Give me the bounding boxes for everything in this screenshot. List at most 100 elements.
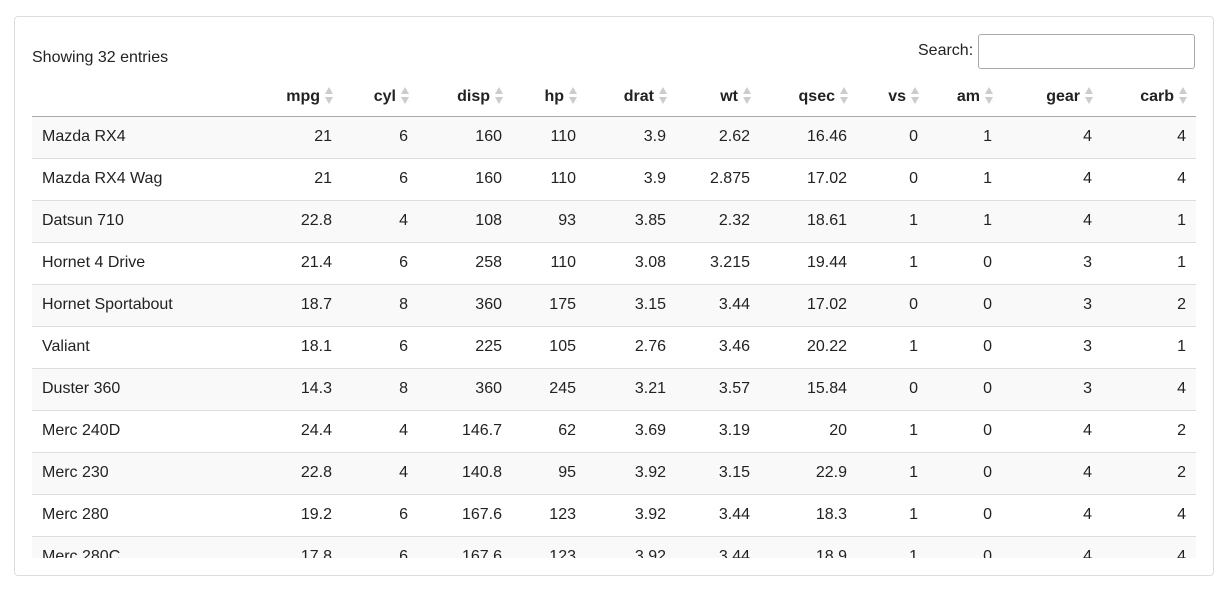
cell: 14.3 [242,367,342,410]
cell: 245 [512,367,586,410]
cell: 6 [342,241,418,284]
row-name: Merc 280C [32,535,242,558]
row-name: Merc 240D [32,409,242,452]
cell: 6 [342,493,418,536]
cell: 4 [1002,493,1102,536]
cell: 3.92 [586,535,676,558]
table-row: Merc 240D 24.4 4 146.7 62 3.69 3.19 20 1 0 4 2 [32,409,1196,452]
cell: 108 [418,199,512,242]
column-header[interactable]: hp [512,78,586,117]
cell: 4 [1002,115,1102,158]
column-header[interactable]: vs [857,78,928,117]
cell: 3.15 [676,451,760,494]
cell: 17.02 [760,283,857,326]
cell: 18.3 [760,493,857,536]
column-header[interactable]: cyl [342,78,418,117]
cell: 3.92 [586,493,676,536]
cell: 20.22 [760,325,857,368]
row-name: Valiant [32,325,242,368]
cell: 110 [512,115,586,158]
cell: 2.32 [676,199,760,242]
cell: 3.92 [586,451,676,494]
table-info: Showing 32 entries [32,49,169,66]
column-header[interactable]: wt [676,78,760,117]
cell: 0 [928,283,1002,326]
table-row: Merc 230 22.8 4 140.8 95 3.92 3.15 22.9 1 0 4 2 [32,451,1196,494]
cell: 93 [512,199,586,242]
cell: 1 [1102,325,1196,368]
cell: 95 [512,451,586,494]
column-header[interactable]: disp [418,78,512,117]
cell: 15.84 [760,367,857,410]
cell: 160 [418,157,512,200]
cell: 3.08 [586,241,676,284]
cell: 146.7 [418,409,512,452]
cell: 167.6 [418,535,512,558]
cell: 8 [342,283,418,326]
cell: 1 [857,535,928,558]
header-cell [32,78,242,117]
cell: 1 [857,199,928,242]
cell: 175 [512,283,586,326]
cell: 2.62 [676,115,760,158]
cell: 18.61 [760,199,857,242]
search-label: Search: [918,42,974,59]
row-name: Merc 280 [32,493,242,536]
cell: 3.215 [676,241,760,284]
cell: 22.9 [760,451,857,494]
cell: 20 [760,409,857,452]
row-name: Datsun 710 [32,199,242,242]
cell: 3 [1002,283,1102,326]
cell: 2.76 [586,325,676,368]
cell: 140.8 [418,451,512,494]
cell: 110 [512,157,586,200]
cell: 3.46 [676,325,760,368]
cell: 4 [1002,535,1102,558]
search-input[interactable] [978,34,1195,69]
cell: 0 [928,535,1002,558]
table-container [14,16,1214,576]
row-name: Merc 230 [32,451,242,494]
cell: 0 [928,493,1002,536]
cell: 105 [512,325,586,368]
cell: 3.9 [586,157,676,200]
cell: 1 [857,241,928,284]
cell: 3.44 [676,535,760,558]
cell: 3.9 [586,115,676,158]
column-header[interactable]: am [928,78,1002,117]
cell: 2.875 [676,157,760,200]
cell: 4 [1002,157,1102,200]
column-header[interactable]: gear [1002,78,1102,117]
header-row: mpg cyl disp hp drat wt qsec vs am gear carb [32,78,1196,117]
column-header[interactable]: mpg [242,78,342,117]
cell: 4 [1002,451,1102,494]
cell: 16.46 [760,115,857,158]
cell: 4 [342,409,418,452]
cell: 3.85 [586,199,676,242]
table-row: Mazda RX4 21 6 160 110 3.9 2.62 16.46 0 1 4 4 [32,115,1196,158]
cell: 1 [1102,241,1196,284]
table-body: Mazda RX4 21 6 160 110 3.9 2.62 16.46 0 1 4 4 Mazda … [32,115,1196,558]
table-row: Datsun 710 22.8 4 108 93 3.85 2.32 18.61 1 1 4 1 [32,199,1196,242]
cell: 17.8 [242,535,342,558]
cell: 62 [512,409,586,452]
cell: 3 [1002,367,1102,410]
cell: 3 [1002,325,1102,368]
column-header[interactable]: drat [586,78,676,117]
cell: 18.7 [242,283,342,326]
column-header[interactable]: carb [1102,78,1196,117]
cell: 4 [1102,535,1196,558]
row-name: Mazda RX4 Wag [32,157,242,200]
cell: 110 [512,241,586,284]
cell: 0 [857,283,928,326]
column-header[interactable]: qsec [760,78,857,117]
cell: 3.44 [676,283,760,326]
cell: 21 [242,115,342,158]
cell: 1 [928,115,1002,158]
cell: 22.8 [242,199,342,242]
cell: 6 [342,325,418,368]
row-name: Mazda RX4 [32,115,242,158]
cell: 24.4 [242,409,342,452]
cell: 0 [928,451,1002,494]
cell: 19.44 [760,241,857,284]
